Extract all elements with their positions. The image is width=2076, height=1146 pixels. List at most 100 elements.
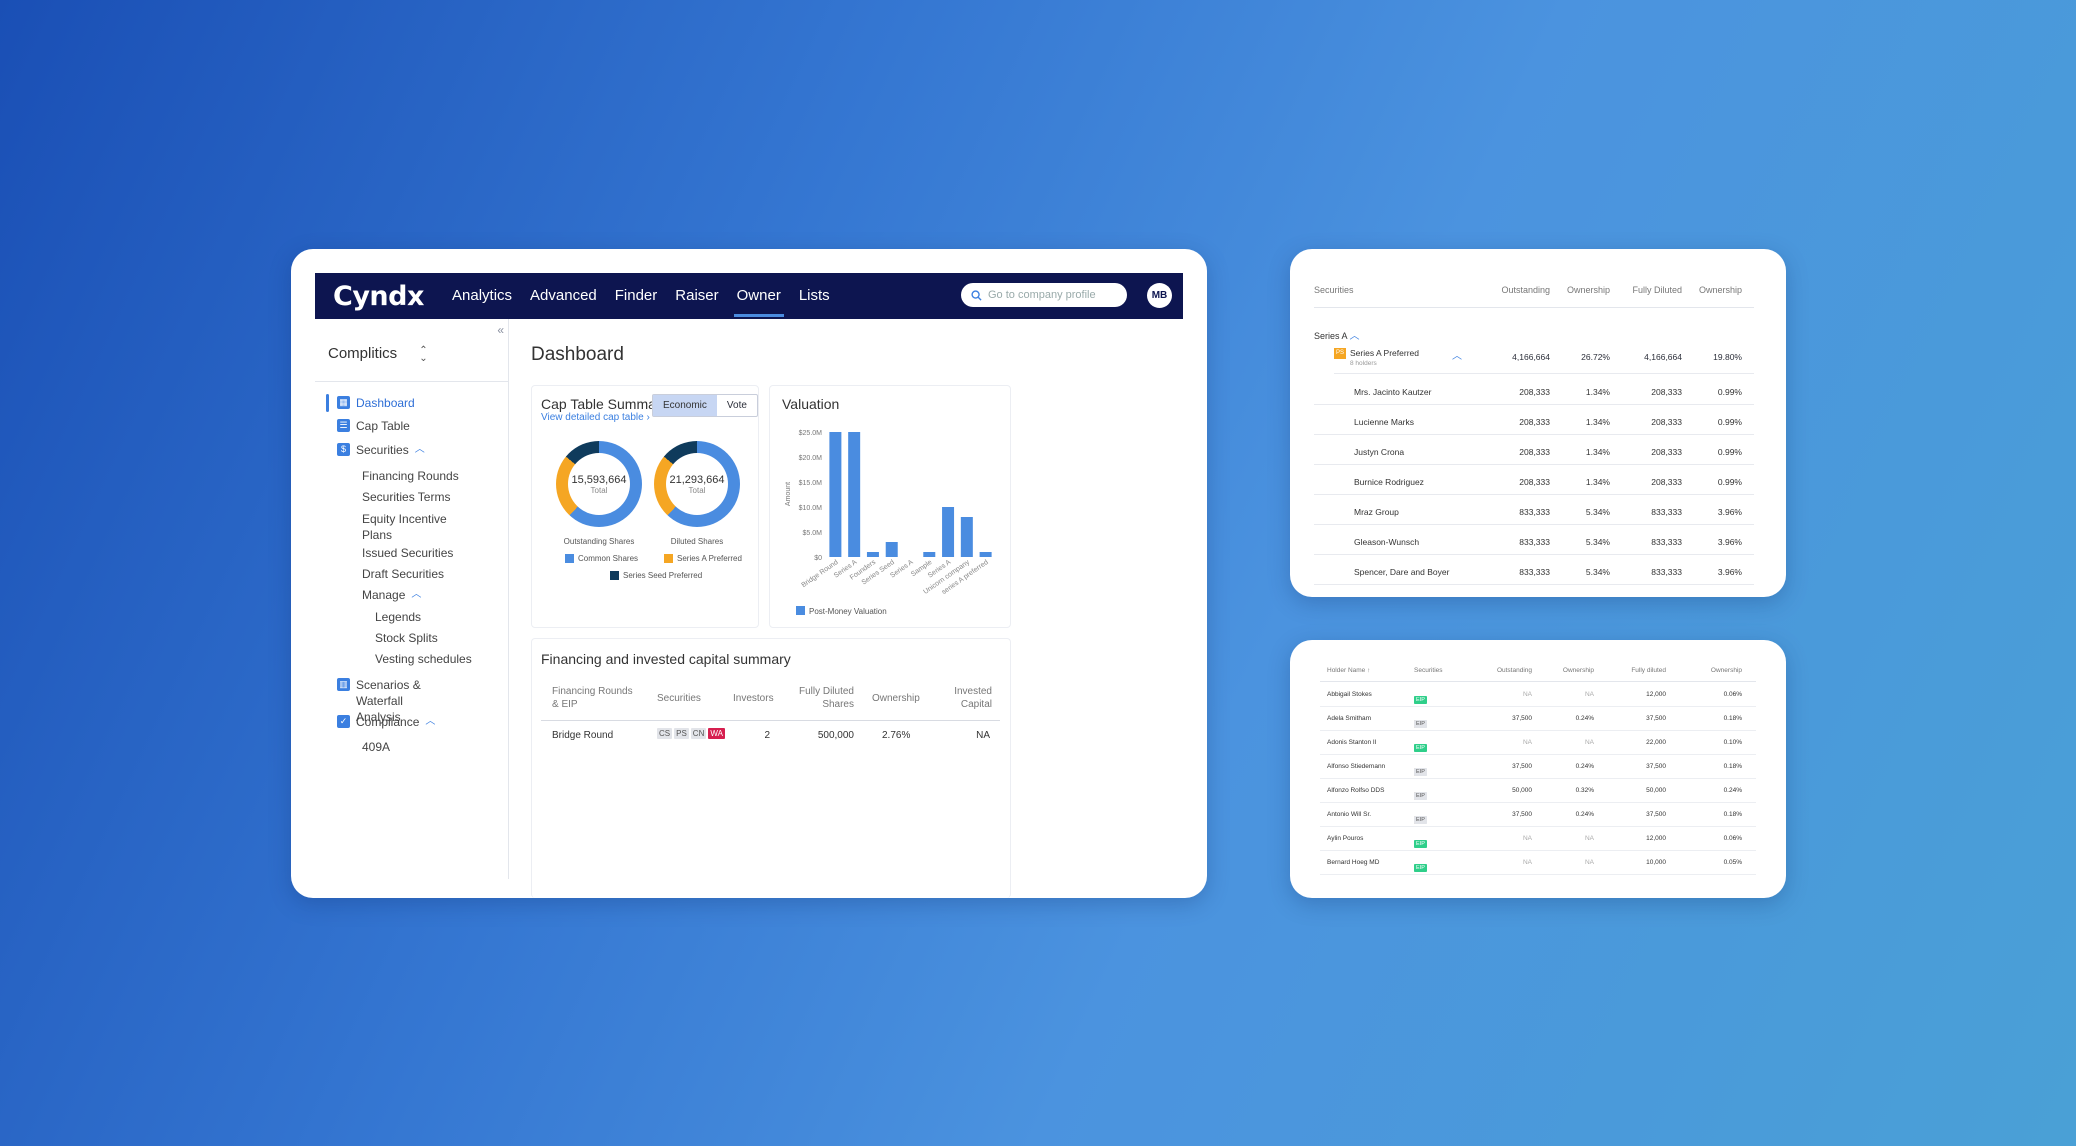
- holders-list-card: Holder Name ↑ Securities Outstanding Own…: [1290, 640, 1786, 898]
- table-row[interactable]: Adela SmithamCSPSWAEIP37,5000.24%37,5000…: [1320, 707, 1756, 731]
- sidebar-item-securities[interactable]: $ Securities ︿: [337, 442, 425, 458]
- nav-analytics[interactable]: Analytics: [452, 287, 513, 304]
- sidebar-item-label: Equity Incentive Plans: [362, 512, 447, 542]
- outstanding: 37,500: [1512, 811, 1532, 818]
- table-row[interactable]: Alfonzo Rolfso DDSCSPSWAEIP50,0000.32%50…: [1320, 779, 1756, 803]
- sort-chevron-icon: ⌃ ⌄: [419, 345, 428, 364]
- table-row[interactable]: Lucienne Marks 208,333 1.34% 208,333 0.99%: [1314, 405, 1754, 435]
- toggle-economic[interactable]: Economic: [653, 395, 717, 416]
- chevron-up-icon: ︿: [1452, 351, 1462, 362]
- table-row[interactable]: Antonio Will Sr.CSPSWAEIP37,5000.24%37,5…: [1320, 803, 1756, 827]
- sidebar-item-cap-table[interactable]: ☰ Cap Table: [337, 418, 410, 434]
- sidebar-item-financing-rounds[interactable]: Financing Rounds: [362, 468, 459, 484]
- col-ownership-fd: Ownership: [1710, 667, 1742, 674]
- outstanding-total-label: Total: [590, 485, 608, 495]
- sidebar-item-stock-splits[interactable]: Stock Splits: [375, 630, 438, 646]
- sidebar-item-draft-securities[interactable]: Draft Securities: [362, 566, 444, 582]
- nav-raiser[interactable]: Raiser: [675, 287, 719, 304]
- legend-common-shares: Common Shares: [565, 554, 638, 563]
- header-divider: [1314, 307, 1754, 308]
- round-securities-badges: CS PS CN WA: [657, 728, 727, 739]
- collapse-sidebar-icon[interactable]: «: [497, 323, 504, 337]
- ownership: 1.34%: [1585, 477, 1610, 487]
- col-securities: Securities: [1414, 667, 1443, 674]
- ownership-fd: 0.99%: [1717, 417, 1742, 427]
- valuation-chart: $0$5.0M$10.0M$15.0M$20.0M$25.0MAmountBri…: [785, 430, 992, 616]
- sidebar-item-dashboard[interactable]: ▦ Dashboard: [337, 395, 415, 411]
- ownership-fd: 0.99%: [1717, 387, 1742, 397]
- ownership-fd: 0.05%: [1723, 859, 1742, 866]
- col-ownership: Ownership: [1566, 285, 1610, 295]
- sidebar-item-label: Securities: [356, 443, 409, 457]
- nav-finder[interactable]: Finder: [614, 287, 658, 304]
- dashboard-card: Cyndx Analytics Advanced Finder Raiser O…: [291, 249, 1207, 898]
- group-series-a[interactable]: Series A ︿: [1314, 327, 1360, 342]
- sidebar-item-issued-securities[interactable]: Issued Securities: [362, 545, 453, 561]
- holders-count: 8 holders: [1350, 360, 1377, 367]
- ownership-fd: 0.10%: [1723, 739, 1742, 746]
- toggle-vote[interactable]: Vote: [726, 400, 747, 411]
- table-row[interactable]: Gleason-Wunsch 833,333 5.34% 833,333 3.96%: [1314, 525, 1754, 555]
- sidebar-item-scenarios[interactable]: ▥ Scenarios & Waterfall Analysis: [337, 677, 447, 725]
- sidebar: « Complitics ⌃ ⌄ ▦ Dashboard ☰ Cap Table …: [315, 319, 509, 879]
- ownership: NA: [1584, 691, 1594, 698]
- sidebar-item-409a[interactable]: 409A: [362, 739, 390, 755]
- holder-name: Lucienne Marks: [1354, 417, 1415, 427]
- sidebar-item-legends[interactable]: Legends: [375, 609, 421, 625]
- table-row[interactable]: Spencer, Dare and Boyer 833,333 5.34% 833,3…: [1314, 555, 1754, 585]
- badge-eip: EIP: [1414, 840, 1427, 848]
- sidebar-item-equity-incentive-plans[interactable]: Equity Incentive Plans: [362, 511, 452, 543]
- bar: [866, 552, 879, 557]
- view-cap-table-link[interactable]: View detailed cap table ›: [541, 412, 650, 423]
- sidebar-item-manage[interactable]: Manage ︿: [362, 587, 421, 603]
- table-row[interactable]: Adonis Stanton IICSPSWAEIPNANA22,0000.10…: [1320, 731, 1756, 755]
- sidebar-item-label: Dashboard: [356, 396, 415, 410]
- ownership-fd: 0.06%: [1723, 835, 1742, 842]
- cyndx-logo[interactable]: Cyndx: [333, 280, 424, 312]
- table-icon: ☰: [337, 419, 350, 432]
- holder-name: Alfonzo Rolfso DDS: [1327, 787, 1385, 794]
- sidebar-item-securities-terms[interactable]: Securities Terms: [362, 489, 450, 505]
- series-a-preferred-row[interactable]: PS Series A Preferred ︿ 8 holders 4,166,…: [1334, 348, 1754, 374]
- table-row[interactable]: Mraz Group 833,333 5.34% 833,333 3.96%: [1314, 495, 1754, 525]
- company-search-input[interactable]: Go to company profile: [961, 283, 1127, 307]
- table-row[interactable]: Justyn Crona 208,333 1.34% 208,333 0.99%: [1314, 435, 1754, 465]
- sidebar-item-label: Issued Securities: [362, 546, 454, 560]
- ownership: 5.34%: [1585, 567, 1610, 577]
- round-ownership: 2.76%: [882, 730, 911, 741]
- table-row[interactable]: Alfonso StiedemannCSPSWAEIP37,5000.24%37…: [1320, 755, 1756, 779]
- fully-diluted: 208,333: [1651, 417, 1682, 427]
- round-investors: 2: [764, 730, 770, 741]
- sidebar-item-label: Scenarios & Waterfall Analysis: [356, 678, 421, 724]
- sidebar-item-vesting-schedules[interactable]: Vesting schedules: [375, 651, 472, 667]
- nav-owner[interactable]: Owner: [733, 273, 785, 319]
- nav-advanced[interactable]: Advanced: [530, 287, 597, 304]
- fully-diluted: 208,333: [1651, 477, 1682, 487]
- sidebar-divider: [315, 381, 508, 382]
- table-row[interactable]: Burnice Rodriguez 208,333 1.34% 208,333 0.99…: [1314, 465, 1754, 495]
- nav-lists[interactable]: Lists: [798, 287, 830, 304]
- outstanding: NA: [1522, 835, 1532, 842]
- outstanding: 208,333: [1519, 447, 1550, 457]
- outstanding: 833,333: [1519, 567, 1550, 577]
- sidebar-item-compliance[interactable]: ✓ Compliance ︿: [337, 714, 435, 730]
- table-row[interactable]: Mrs. Jacinto Kautzer 208,333 1.34% 208,333 0…: [1314, 375, 1754, 405]
- user-avatar[interactable]: MB: [1147, 283, 1172, 308]
- ownership: NA: [1584, 835, 1594, 842]
- chevron-up-icon: ︿: [411, 589, 422, 600]
- outstanding: 833,333: [1519, 537, 1550, 547]
- ownership: NA: [1584, 859, 1594, 866]
- company-selector[interactable]: Complitics ⌃ ⌄: [328, 345, 428, 364]
- sidebar-item-label: Financing Rounds: [362, 469, 459, 483]
- sidebar-item-label: Stock Splits: [375, 631, 438, 645]
- col-holder-name[interactable]: Holder Name ↑: [1327, 667, 1371, 674]
- ownership-fd: 3.96%: [1717, 507, 1742, 517]
- badge-eip: EIP: [1414, 696, 1427, 704]
- legend-swatch: [610, 571, 619, 580]
- fully-diluted: 833,333: [1651, 507, 1682, 517]
- col-outstanding: Outstanding: [1496, 667, 1532, 674]
- donut-center: 21,293,664 Total: [666, 453, 728, 515]
